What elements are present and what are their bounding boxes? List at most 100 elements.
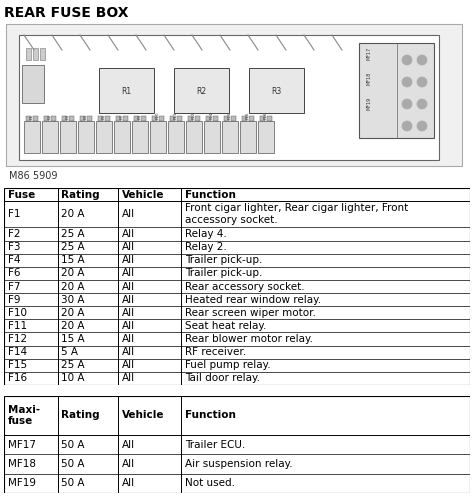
Text: 20 A: 20 A	[61, 268, 85, 278]
Text: All: All	[122, 321, 135, 331]
Bar	[249, 68, 304, 113]
Bar	[177, 116, 182, 121]
Text: F3: F3	[8, 242, 20, 252]
Circle shape	[417, 77, 427, 87]
Bar	[168, 121, 184, 153]
Bar	[116, 116, 121, 121]
Text: Trailer ECU.: Trailer ECU.	[185, 439, 245, 449]
Text: REAR FUSE BOX: REAR FUSE BOX	[4, 6, 128, 20]
Bar	[24, 121, 40, 153]
Text: 25 A: 25 A	[61, 229, 85, 239]
Text: All: All	[122, 209, 135, 219]
Text: F2: F2	[48, 114, 52, 119]
Bar	[99, 68, 154, 113]
Text: F16: F16	[264, 111, 268, 119]
Text: All: All	[122, 439, 135, 449]
Text: Relay 2.: Relay 2.	[185, 242, 227, 252]
Text: MF17: MF17	[8, 439, 36, 449]
Bar	[60, 121, 76, 153]
Bar	[152, 116, 157, 121]
Bar	[62, 116, 67, 121]
Text: Trailer pick-up.: Trailer pick-up.	[185, 268, 262, 278]
Bar	[33, 116, 38, 121]
Text: 20 A: 20 A	[61, 209, 85, 219]
Text: F4: F4	[84, 114, 88, 119]
Text: All: All	[122, 268, 135, 278]
Text: F1: F1	[30, 114, 34, 119]
Bar	[51, 116, 56, 121]
Text: All: All	[122, 308, 135, 318]
Text: All: All	[122, 255, 135, 265]
Bar	[42, 121, 58, 153]
Text: 50 A: 50 A	[61, 459, 85, 469]
Text: 50 A: 50 A	[61, 478, 85, 488]
Bar	[33, 48, 38, 60]
Text: F10: F10	[156, 111, 160, 119]
Text: All: All	[122, 229, 135, 239]
Bar	[26, 116, 31, 121]
Text: Rear blower motor relay.: Rear blower motor relay.	[185, 334, 313, 344]
Text: 5 A: 5 A	[61, 347, 78, 357]
Text: Air suspension relay.: Air suspension relay.	[185, 459, 292, 469]
Text: Front cigar lighter, Rear cigar lighter, Front: Front cigar lighter, Rear cigar lighter,…	[185, 203, 408, 214]
Text: All: All	[122, 478, 135, 488]
Text: fuse: fuse	[8, 416, 33, 426]
Bar	[87, 116, 92, 121]
Bar	[150, 121, 166, 153]
Text: All: All	[122, 242, 135, 252]
Circle shape	[402, 55, 412, 65]
Text: F6: F6	[8, 268, 20, 278]
Text: F10: F10	[8, 308, 27, 318]
Text: Rating: Rating	[61, 189, 100, 200]
Text: F2: F2	[8, 229, 20, 239]
Text: F12: F12	[192, 111, 196, 119]
Bar	[222, 121, 238, 153]
Text: F1: F1	[8, 209, 20, 219]
Bar	[258, 121, 274, 153]
Text: 30 A: 30 A	[61, 295, 85, 305]
Text: All: All	[122, 334, 135, 344]
Bar	[141, 116, 146, 121]
Text: Rating: Rating	[61, 411, 100, 420]
Circle shape	[402, 99, 412, 109]
Bar	[195, 116, 200, 121]
Text: 50 A: 50 A	[61, 439, 85, 449]
Text: Function: Function	[185, 411, 236, 420]
Text: Rear accessory socket.: Rear accessory socket.	[185, 281, 304, 292]
Bar	[134, 116, 139, 121]
Bar	[44, 116, 49, 121]
Text: Seat heat relay.: Seat heat relay.	[185, 321, 266, 331]
Text: F16: F16	[246, 111, 250, 119]
Text: Relay 4.: Relay 4.	[185, 229, 227, 239]
Bar	[359, 43, 434, 138]
Bar	[188, 116, 193, 121]
Text: F14: F14	[210, 112, 214, 119]
Bar	[78, 121, 94, 153]
Bar	[159, 116, 164, 121]
Bar	[114, 121, 130, 153]
Text: F7: F7	[8, 281, 20, 292]
Text: MF19: MF19	[366, 96, 372, 109]
Bar	[204, 121, 220, 153]
Text: R3: R3	[271, 86, 281, 95]
Bar	[186, 121, 202, 153]
Text: F16: F16	[8, 373, 27, 383]
Bar	[249, 116, 254, 121]
Text: Fuse: Fuse	[8, 189, 35, 200]
Bar	[69, 116, 74, 121]
Text: 20 A: 20 A	[61, 308, 85, 318]
Bar	[132, 121, 148, 153]
Text: F6: F6	[102, 114, 106, 119]
Text: F4: F4	[8, 255, 20, 265]
Bar	[260, 116, 265, 121]
Bar	[170, 116, 175, 121]
Text: F11: F11	[8, 321, 27, 331]
Text: MF17: MF17	[366, 46, 372, 60]
Circle shape	[402, 121, 412, 131]
Bar	[98, 116, 103, 121]
Text: M86 5909: M86 5909	[9, 171, 57, 181]
Text: accessory socket.: accessory socket.	[185, 215, 277, 225]
Text: MF19: MF19	[8, 478, 36, 488]
Circle shape	[417, 55, 427, 65]
Bar	[231, 116, 236, 121]
